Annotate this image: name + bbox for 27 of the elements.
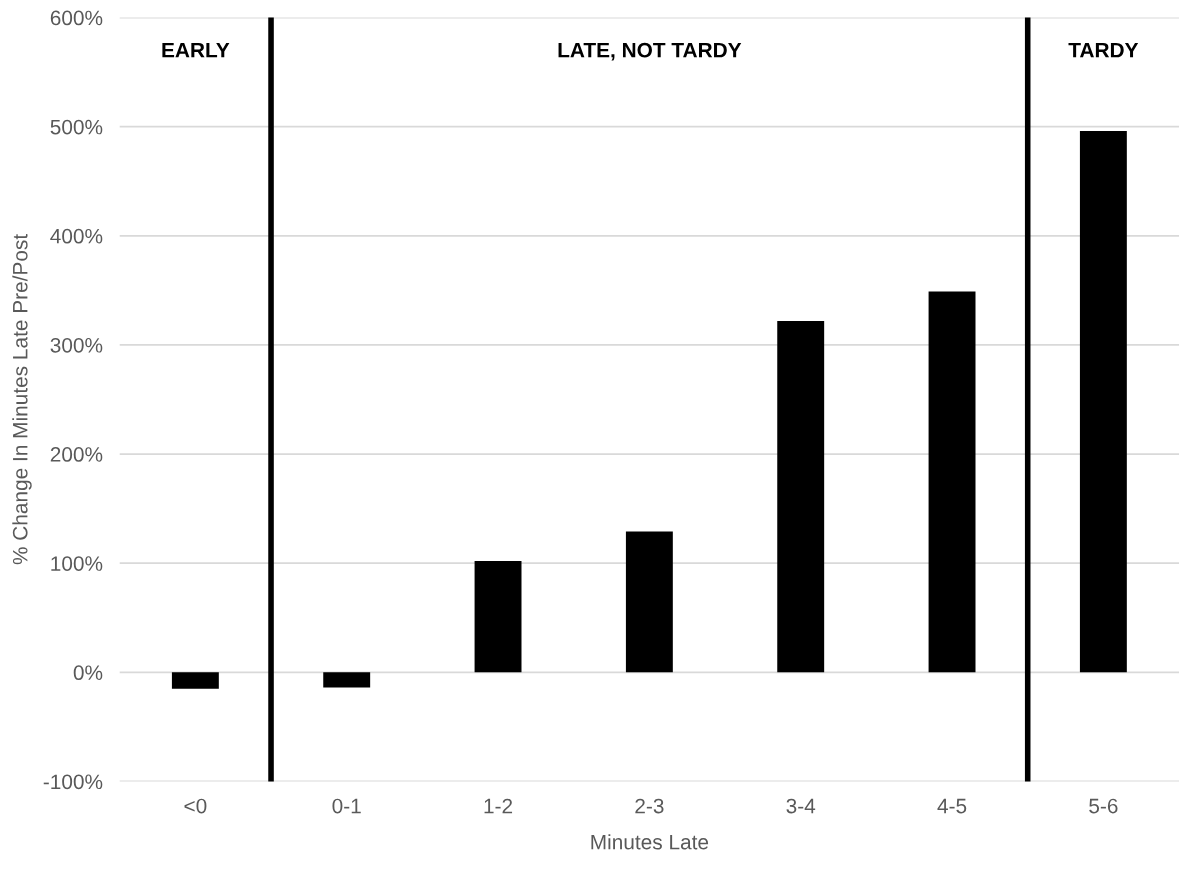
x-tick-label: 1-2 xyxy=(484,798,513,814)
y-tick-label: 0% xyxy=(73,665,103,681)
x-axis-title: Minutes Late xyxy=(591,834,709,850)
x-tick-label: 3-4 xyxy=(786,798,816,814)
bar xyxy=(323,672,371,688)
y-tick-label: 200% xyxy=(50,447,103,462)
x-tick-label: <0 xyxy=(184,798,207,814)
bar xyxy=(928,291,976,673)
annotation: EARLY xyxy=(162,42,230,58)
bar xyxy=(171,672,219,689)
bar xyxy=(1079,131,1127,673)
y-tick-label: -100% xyxy=(43,774,103,790)
x-tick-label: 0-1 xyxy=(332,798,361,814)
x-tick-label: 2-3 xyxy=(635,798,664,814)
y-tick-label: 400% xyxy=(50,228,103,244)
y-tick-label: 300% xyxy=(50,337,103,353)
y-tick-label: 100% xyxy=(51,556,103,571)
x-tick-label: 5-6 xyxy=(1089,798,1118,814)
bar xyxy=(474,560,522,673)
y-tick-label: 500% xyxy=(50,119,103,135)
bar xyxy=(625,531,673,673)
bar xyxy=(777,320,825,673)
annotation: LATE, NOT TARDY xyxy=(558,42,742,61)
x-tick-label: 4-5 xyxy=(937,798,967,814)
y-tick-label: 600% xyxy=(50,10,103,26)
annotation: TARDY xyxy=(1068,42,1139,58)
y-axis-title: % Change In Minutes Late Pre/Post xyxy=(12,234,32,565)
